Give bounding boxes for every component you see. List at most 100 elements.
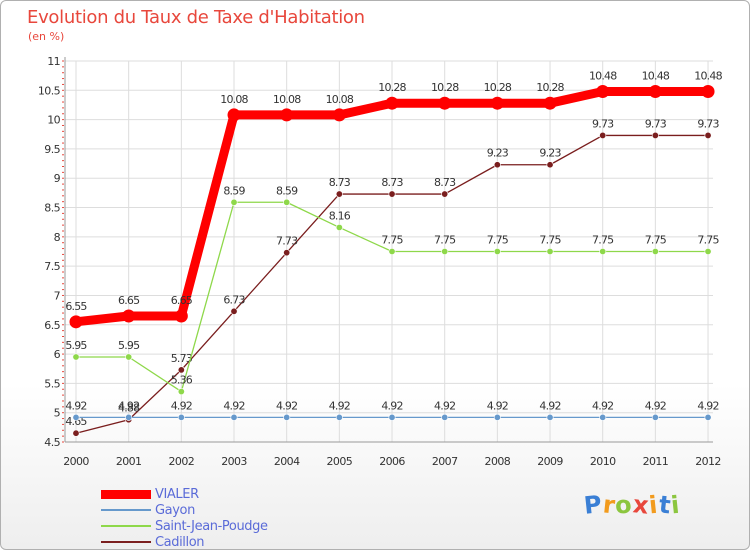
legend-swatch-cadillon xyxy=(101,541,151,543)
data-point-saint-jean-poudge xyxy=(441,248,449,256)
data-label-cadillon: 8.73 xyxy=(381,176,403,189)
data-point-cadillon xyxy=(651,131,659,139)
x-tick-label: 2002 xyxy=(169,455,195,468)
data-label-gayon: 4.92 xyxy=(171,399,192,412)
legend: VIALER Gayon Saint-Jean-Poudge Cadillon xyxy=(101,486,268,550)
x-tick-label: 2003 xyxy=(221,455,247,468)
legend-item-saint-jean-poudge: Saint-Jean-Poudge xyxy=(101,518,268,534)
data-label-vialer: 6.65 xyxy=(171,294,193,307)
data-point-cadillon xyxy=(230,307,238,315)
data-label-gayon: 4.92 xyxy=(65,399,86,412)
data-point-saint-jean-poudge xyxy=(125,353,133,361)
data-point-cadillon xyxy=(283,249,291,257)
data-point-gayon xyxy=(72,413,80,421)
data-label-gayon: 4.92 xyxy=(645,399,666,412)
legend-label-saint-jean-poudge: Saint-Jean-Poudge xyxy=(155,518,268,534)
legend-item-cadillon: Cadillon xyxy=(101,534,268,550)
y-tick-label: 10.5 xyxy=(38,84,61,97)
data-point-saint-jean-poudge xyxy=(599,248,607,256)
legend-label-vialer: VIALER xyxy=(155,486,199,502)
y-tick-label: 5.5 xyxy=(44,377,60,390)
data-point-cadillon xyxy=(388,190,396,198)
data-label-cadillon: 9.73 xyxy=(697,117,719,130)
data-point-vialer xyxy=(227,108,241,122)
data-point-cadillon xyxy=(177,366,185,374)
x-tick-label: 2004 xyxy=(274,455,300,468)
data-label-saint-jean-poudge: 7.75 xyxy=(645,234,667,247)
data-label-cadillon: 9.23 xyxy=(539,147,561,160)
data-point-cadillon xyxy=(493,161,501,169)
data-point-gayon xyxy=(230,413,238,421)
data-point-gayon xyxy=(704,413,712,421)
data-point-gayon xyxy=(651,413,659,421)
data-label-saint-jean-poudge: 8.59 xyxy=(276,184,298,197)
data-label-gayon: 4.92 xyxy=(223,399,244,412)
data-point-vialer xyxy=(648,84,662,98)
data-label-vialer: 10.28 xyxy=(378,81,406,94)
data-point-saint-jean-poudge xyxy=(335,223,343,231)
data-label-saint-jean-poudge: 7.75 xyxy=(434,234,456,247)
legend-label-gayon: Gayon xyxy=(155,502,195,518)
data-label-cadillon: 9.73 xyxy=(592,117,614,130)
x-tick-label: 2005 xyxy=(327,455,353,468)
data-point-vialer xyxy=(543,96,557,110)
data-point-gayon xyxy=(335,413,343,421)
data-point-gayon xyxy=(388,413,396,421)
y-tick-label: 8.5 xyxy=(44,202,60,215)
data-point-gayon xyxy=(546,413,554,421)
legend-item-gayon: Gayon xyxy=(101,502,268,518)
data-label-cadillon: 6.73 xyxy=(223,293,245,306)
y-tick-label: 5 xyxy=(54,407,61,420)
data-label-vialer: 6.55 xyxy=(65,300,87,313)
data-label-saint-jean-poudge: 8.16 xyxy=(329,209,351,222)
proxiti-logo: Proxiti xyxy=(583,490,682,520)
data-label-saint-jean-poudge: 7.75 xyxy=(697,234,719,247)
data-label-vialer: 10.28 xyxy=(484,81,512,94)
data-label-saint-jean-poudge: 7.75 xyxy=(487,234,509,247)
data-label-cadillon: 4.88 xyxy=(118,402,140,415)
data-point-vialer xyxy=(385,96,399,110)
data-label-vialer: 10.08 xyxy=(326,93,354,106)
data-point-cadillon xyxy=(599,131,607,139)
x-tick-label: 2009 xyxy=(537,455,563,468)
data-point-gayon xyxy=(177,413,185,421)
data-label-vialer: 10.48 xyxy=(642,69,670,82)
y-tick-label: 11 xyxy=(47,55,60,68)
data-label-saint-jean-poudge: 7.75 xyxy=(539,234,561,247)
data-label-vialer: 6.65 xyxy=(118,294,140,307)
data-label-gayon: 4.92 xyxy=(381,399,402,412)
y-tick-label: 4.5 xyxy=(44,436,60,449)
data-point-vialer xyxy=(596,84,610,98)
data-label-vialer: 10.08 xyxy=(273,93,301,106)
x-tick-label: 2000 xyxy=(63,455,89,468)
data-point-saint-jean-poudge xyxy=(546,248,554,256)
data-label-vialer: 10.28 xyxy=(431,81,459,94)
data-label-gayon: 4.92 xyxy=(487,399,508,412)
legend-item-vialer: VIALER xyxy=(101,486,268,502)
data-point-cadillon xyxy=(546,161,554,169)
data-label-gayon: 4.92 xyxy=(434,399,455,412)
data-point-saint-jean-poudge xyxy=(493,248,501,256)
y-tick-label: 7.5 xyxy=(44,260,60,273)
x-tick-label: 2011 xyxy=(643,455,669,468)
data-label-saint-jean-poudge: 5.36 xyxy=(171,374,193,387)
data-point-cadillon xyxy=(441,190,449,198)
data-label-vialer: 10.08 xyxy=(220,93,248,106)
data-point-cadillon xyxy=(335,190,343,198)
data-point-gayon xyxy=(283,413,291,421)
data-label-gayon: 4.92 xyxy=(697,399,718,412)
data-point-gayon xyxy=(125,413,133,421)
data-point-vialer xyxy=(69,315,83,329)
y-tick-label: 7 xyxy=(54,289,61,302)
x-tick-label: 2001 xyxy=(116,455,142,468)
data-point-gayon xyxy=(493,413,501,421)
data-label-saint-jean-poudge: 5.95 xyxy=(118,339,140,352)
x-tick-label: 2008 xyxy=(485,455,511,468)
data-point-gayon xyxy=(441,413,449,421)
data-point-vialer xyxy=(174,309,188,323)
data-point-saint-jean-poudge xyxy=(177,388,185,396)
y-tick-label: 8 xyxy=(54,231,61,244)
data-label-cadillon: 9.23 xyxy=(487,147,509,160)
data-point-saint-jean-poudge xyxy=(230,198,238,206)
